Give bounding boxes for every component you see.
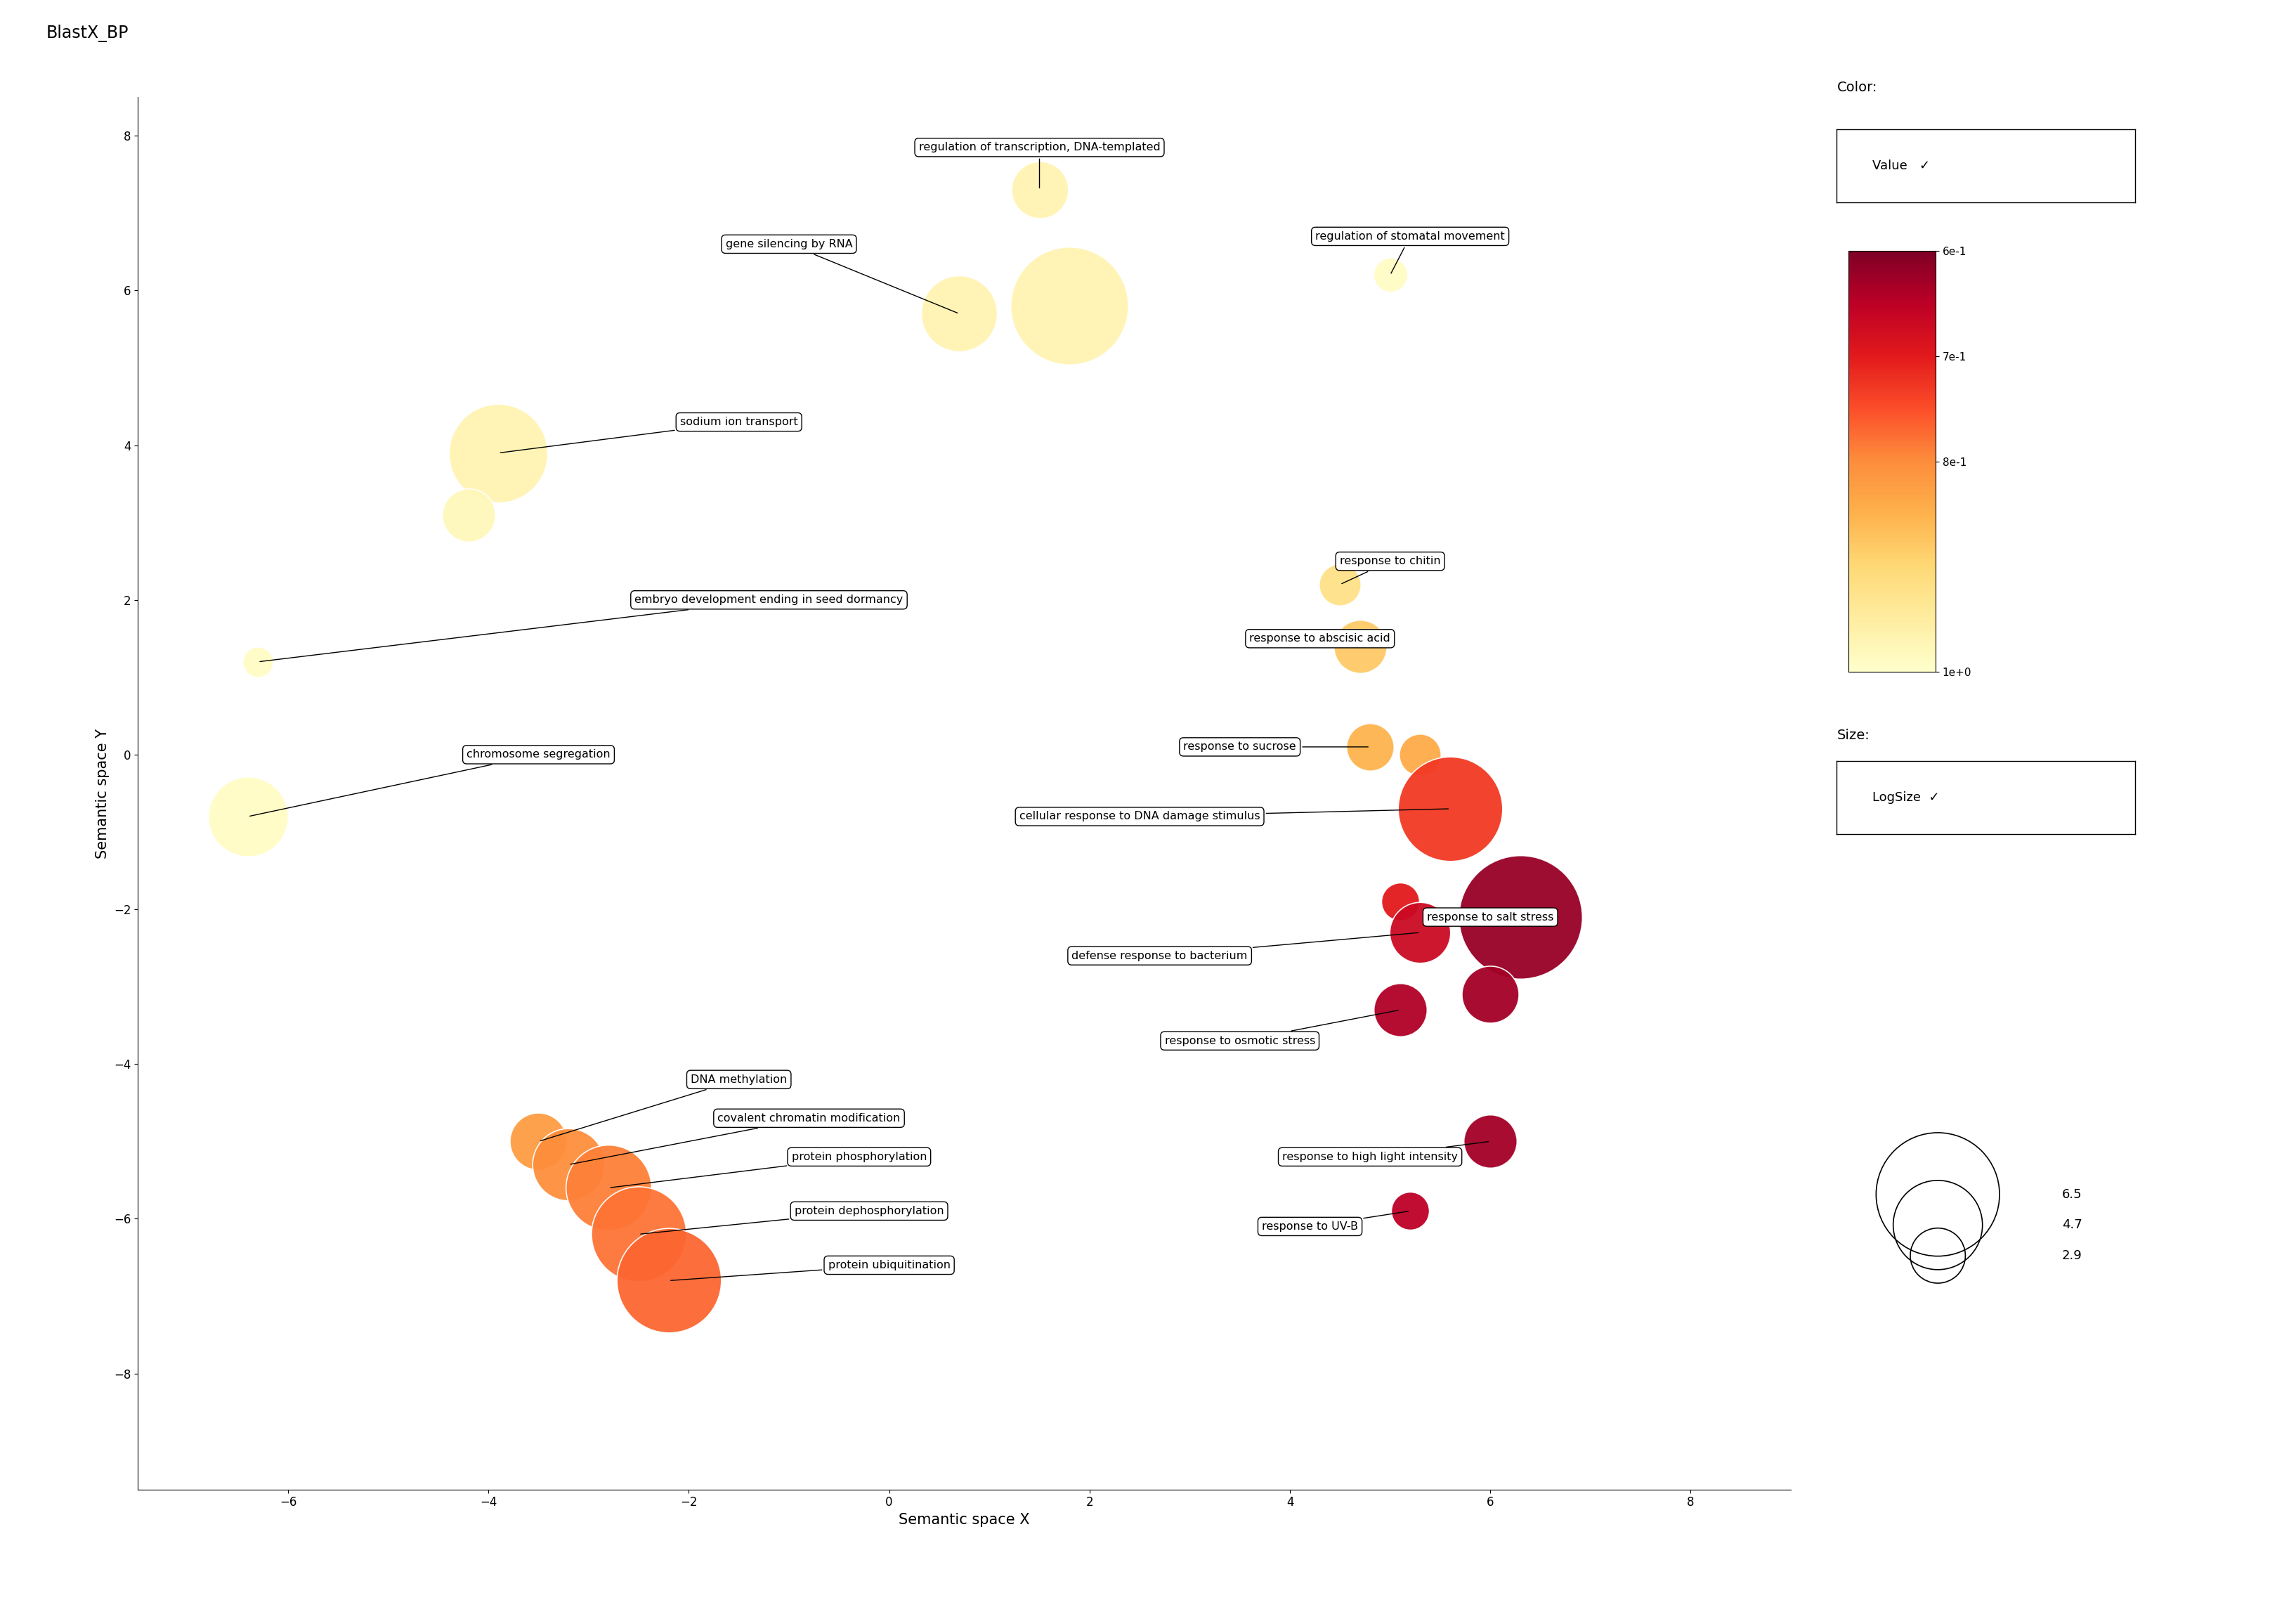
Point — [551, 1151, 588, 1177]
Text: Value   ✓: Value ✓ — [1874, 160, 1931, 172]
Text: BlastX_BP: BlastX_BP — [46, 24, 129, 42]
Point — [1371, 262, 1407, 288]
Point — [941, 301, 978, 327]
Text: covalent chromatin modification: covalent chromatin modification — [569, 1112, 900, 1164]
Point — [480, 440, 517, 466]
Point — [590, 1175, 627, 1201]
Text: embryo development ending in seed dormancy: embryo development ending in seed dorman… — [259, 594, 902, 662]
Point — [1382, 997, 1419, 1023]
Point — [1382, 889, 1419, 915]
Point — [1022, 176, 1058, 202]
Point — [1919, 1243, 1956, 1269]
Text: defense response to bacterium: defense response to bacterium — [1072, 933, 1419, 962]
Text: Color:: Color: — [1837, 81, 1878, 94]
Text: protein ubiquitination: protein ubiquitination — [670, 1260, 951, 1281]
Text: response to high light intensity: response to high light intensity — [1281, 1141, 1488, 1162]
Point — [1433, 797, 1469, 822]
Text: Size:: Size: — [1837, 729, 1869, 742]
Text: response to sucrose: response to sucrose — [1182, 742, 1368, 753]
Point — [1472, 981, 1508, 1007]
Point — [1403, 920, 1440, 945]
Text: 4.7: 4.7 — [2062, 1219, 2082, 1232]
Text: response to osmotic stress: response to osmotic stress — [1164, 1010, 1398, 1046]
Text: protein phosphorylation: protein phosphorylation — [611, 1151, 928, 1188]
Point — [1472, 1128, 1508, 1154]
Point — [1502, 903, 1538, 929]
Text: 2.9: 2.9 — [2062, 1250, 2082, 1261]
Point — [450, 502, 487, 528]
Point — [1052, 293, 1088, 319]
Point — [1919, 1213, 1956, 1239]
Text: regulation of stomatal movement: regulation of stomatal movement — [1316, 232, 1504, 274]
Point — [239, 649, 276, 675]
Text: cellular response to DNA damage stimulus: cellular response to DNA damage stimulus — [1019, 810, 1449, 822]
Point — [521, 1128, 558, 1154]
Text: response to UV-B: response to UV-B — [1263, 1211, 1407, 1232]
Point — [1391, 1198, 1428, 1224]
Point — [1322, 572, 1359, 597]
Text: LogSize  ✓: LogSize ✓ — [1874, 792, 1940, 803]
Text: response to chitin: response to chitin — [1339, 555, 1440, 583]
X-axis label: Semantic space X: Semantic space X — [898, 1512, 1031, 1527]
Text: gene silencing by RNA: gene silencing by RNA — [726, 240, 957, 312]
Point — [650, 1268, 687, 1294]
Text: regulation of transcription, DNA-templated: regulation of transcription, DNA-templat… — [918, 142, 1159, 188]
Text: protein dephosphorylation: protein dephosphorylation — [641, 1206, 944, 1234]
Text: sodium ion transport: sodium ion transport — [501, 416, 797, 453]
Text: 6.5: 6.5 — [2062, 1188, 2082, 1201]
Point — [1403, 742, 1440, 767]
Point — [620, 1221, 657, 1247]
Y-axis label: Semantic space Y: Semantic space Y — [96, 729, 110, 858]
Point — [1341, 633, 1378, 659]
Point — [1352, 733, 1389, 759]
Point — [1919, 1182, 1956, 1208]
Text: response to abscisic acid: response to abscisic acid — [1249, 633, 1391, 646]
Text: response to salt stress: response to salt stress — [1426, 911, 1554, 923]
Point — [230, 803, 266, 829]
Text: chromosome segregation: chromosome segregation — [250, 750, 611, 816]
Text: DNA methylation: DNA methylation — [540, 1075, 788, 1141]
